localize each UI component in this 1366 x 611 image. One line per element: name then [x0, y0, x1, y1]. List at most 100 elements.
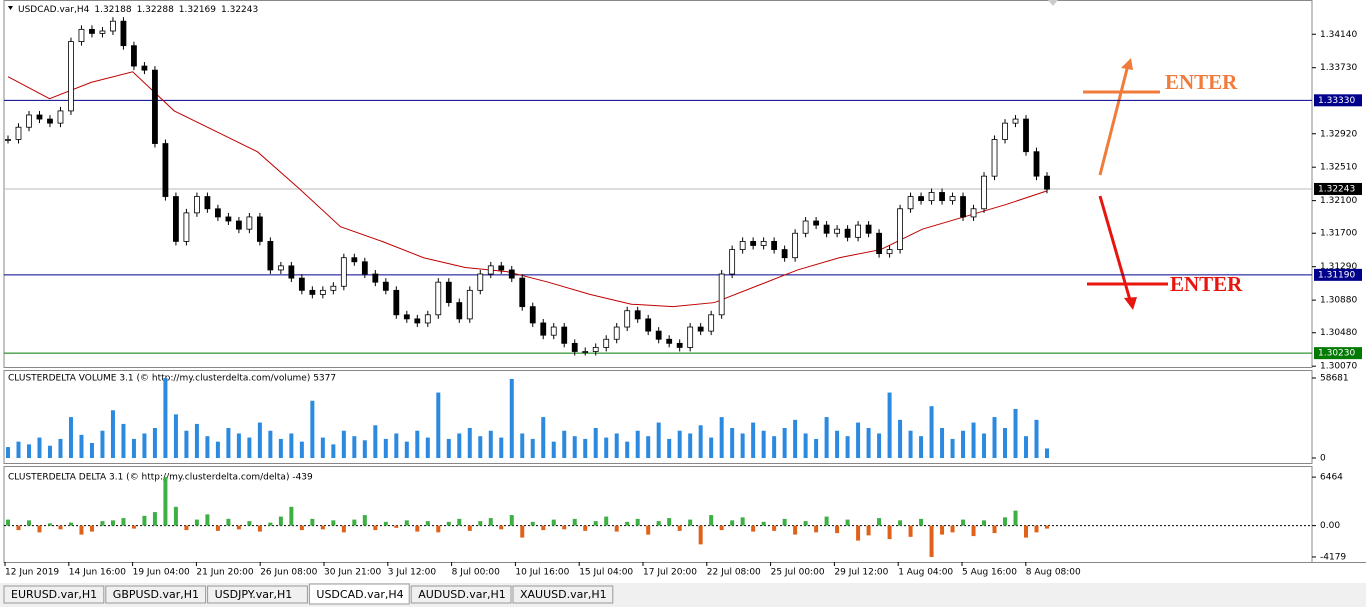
- delta-bar: [751, 525, 756, 532]
- tab[interactable]: [512, 585, 614, 604]
- candle: [592, 347, 599, 352]
- volume-bar: [289, 433, 294, 458]
- y-tick-label: 1.31700: [1320, 229, 1357, 239]
- delta-bar: [205, 514, 210, 526]
- delta-bar: [194, 519, 199, 526]
- candle: [225, 216, 232, 222]
- tab[interactable]: [410, 585, 512, 604]
- volume-bar: [257, 422, 262, 458]
- tab-label[interactable]: EURUSD.var,H1: [11, 588, 97, 601]
- candle: [183, 212, 190, 242]
- volume-bar: [163, 378, 168, 458]
- candle: [1044, 175, 1050, 190]
- volume-bar: [488, 430, 493, 458]
- symbol: USDCAD.var,H4: [18, 5, 90, 15]
- volume-bar: [373, 425, 378, 458]
- tab-label[interactable]: USDCAD.var,H4: [316, 588, 403, 601]
- candle: [340, 257, 347, 287]
- volume-bar: [625, 441, 630, 458]
- tab[interactable]: [207, 585, 308, 604]
- delta-bar: [110, 520, 115, 526]
- delta-bar: [467, 525, 472, 531]
- tab-label[interactable]: USDJPY.var,H1: [215, 588, 293, 601]
- candle: [99, 30, 106, 34]
- delta-bar: [656, 521, 661, 526]
- candle: [57, 110, 64, 124]
- candle: [445, 281, 452, 303]
- volume-bar: [173, 414, 178, 458]
- y-tick-label: 1.30880: [1320, 296, 1357, 306]
- candle: [813, 220, 820, 226]
- candle: [382, 281, 389, 291]
- volume-bar: [929, 406, 934, 458]
- y-tick-label: 1.30480: [1320, 328, 1357, 338]
- volume-bar: [341, 430, 346, 458]
- price-panel-frame: [3, 0, 1313, 368]
- volume-bar: [856, 422, 861, 458]
- volume-bar: [908, 430, 913, 458]
- candle: [424, 314, 431, 324]
- volume-bar: [457, 433, 462, 458]
- x-tick-label: 30 Jun 21:00: [324, 568, 381, 578]
- volume-bar: [268, 430, 273, 458]
- volume-bar: [551, 441, 556, 458]
- delta-bar: [593, 521, 598, 526]
- volume-bar: [394, 433, 399, 458]
- delta-bar: [530, 521, 535, 526]
- tab[interactable]: [308, 583, 410, 605]
- y-tick-label: 1.32100: [1320, 196, 1357, 206]
- delta-bar: [824, 516, 829, 526]
- delta-bar: [331, 520, 336, 526]
- volume-bar: [152, 428, 157, 458]
- volume-bar: [698, 425, 703, 458]
- candle: [865, 224, 872, 234]
- delta-bar: [383, 521, 388, 526]
- delta-bar: [257, 525, 262, 532]
- delta-bar: [1034, 525, 1039, 533]
- volume-bar: [520, 433, 525, 458]
- candle: [991, 139, 998, 177]
- candle: [634, 310, 641, 320]
- tab[interactable]: [3, 585, 105, 604]
- volume-bar: [562, 430, 567, 458]
- candle: [718, 273, 725, 316]
- candle: [970, 208, 977, 218]
- delta-bar: [320, 525, 325, 530]
- volume-bar: [604, 437, 609, 458]
- candle: [519, 277, 526, 308]
- y-tick-label: 1.34140: [1320, 30, 1357, 40]
- volume-bar: [509, 378, 514, 458]
- delta-bar: [47, 523, 52, 526]
- volume-bar: [751, 422, 756, 458]
- x-tick-label: 15 Jul 04:00: [579, 568, 633, 578]
- candle: [561, 326, 568, 344]
- delta-bar: [289, 506, 294, 526]
- candle: [886, 249, 893, 255]
- candle: [403, 314, 410, 320]
- volume-bar: [782, 428, 787, 458]
- level-label: 1.30230: [1318, 349, 1355, 359]
- delta-bar: [572, 518, 577, 526]
- volume-bar: [1003, 428, 1008, 458]
- candle: [1012, 118, 1019, 124]
- volume-bar: [26, 444, 31, 458]
- delta-bar: [646, 525, 651, 535]
- candle: [550, 326, 557, 336]
- tab-label[interactable]: AUDUSD.var,H1: [418, 588, 506, 601]
- volume-bar: [1045, 448, 1049, 458]
- tab-label[interactable]: GBPUSD.var,H1: [113, 588, 199, 601]
- candle: [1002, 122, 1008, 140]
- volume-bar: [215, 441, 220, 458]
- tab-label[interactable]: XAUUSD.var,H1: [520, 588, 607, 601]
- current-price-tag: [1314, 182, 1362, 195]
- volume-bar: [310, 400, 315, 458]
- tab[interactable]: [105, 585, 207, 604]
- volume-bar: [1034, 419, 1039, 458]
- volume-bar: [16, 441, 21, 458]
- delta-bar: [740, 517, 745, 526]
- delta-bar: [79, 525, 84, 535]
- delta-bar: [908, 525, 913, 537]
- level-tag: [1314, 347, 1362, 360]
- volume-bar: [121, 423, 126, 458]
- delta-bar: [373, 525, 378, 531]
